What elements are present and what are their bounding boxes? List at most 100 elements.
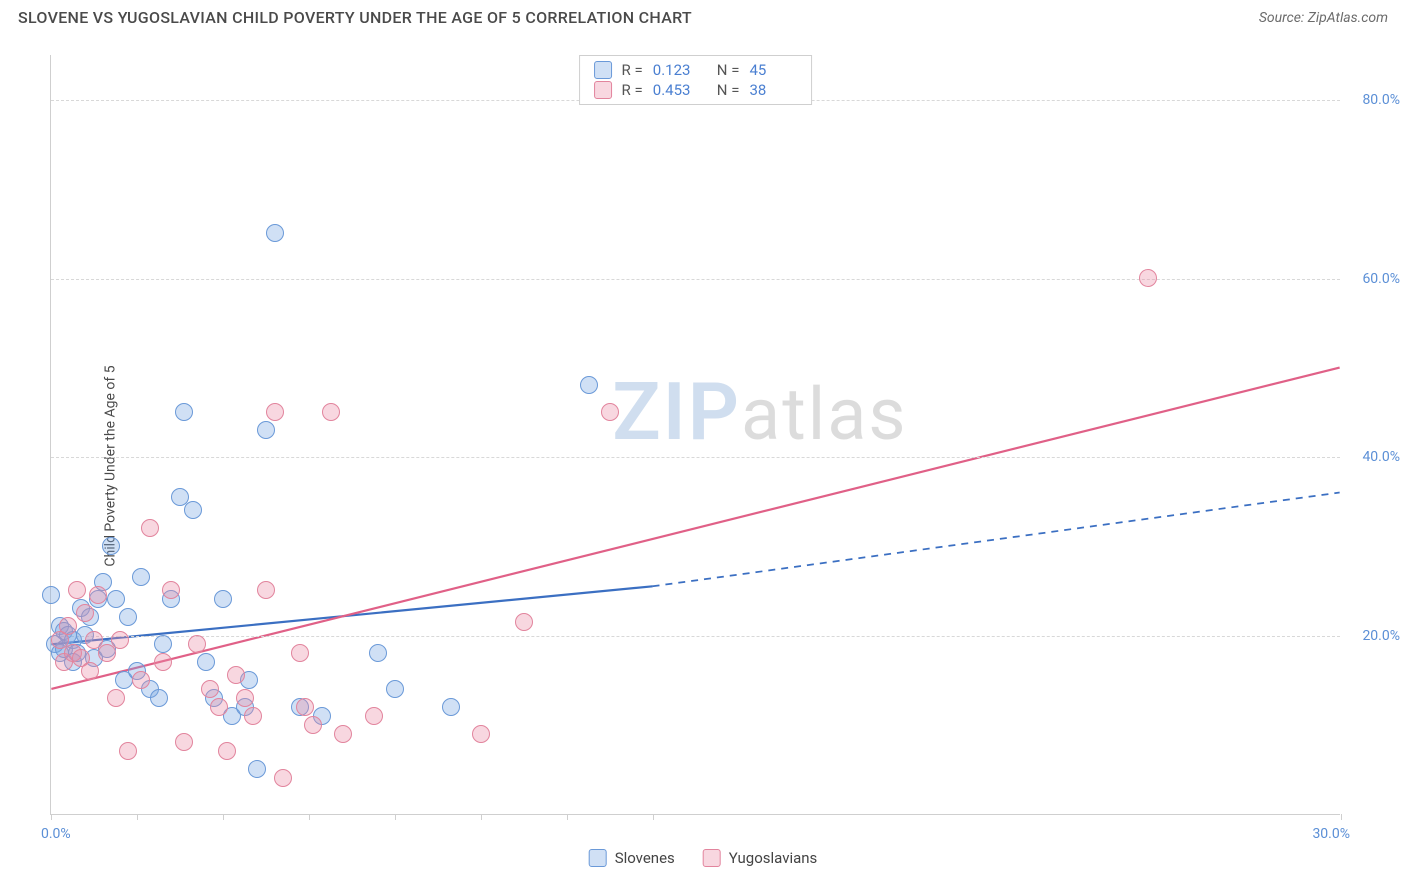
scatter-point — [274, 769, 292, 787]
scatter-point — [322, 403, 340, 421]
source-label: Source: — [1259, 10, 1308, 26]
scatter-point — [369, 644, 387, 662]
n-value-slovenes: 45 — [749, 61, 797, 79]
stats-row-slovenes: R = 0.123 N = 45 — [594, 60, 798, 80]
chart-title: SLOVENE VS YUGOSLAVIAN CHILD POVERTY UND… — [18, 8, 692, 27]
x-tick — [223, 814, 224, 820]
scatter-point — [111, 631, 129, 649]
series-legend: Slovenes Yugoslavians — [589, 849, 818, 867]
scatter-point — [244, 707, 262, 725]
gridline — [51, 457, 1340, 458]
scatter-point — [304, 716, 322, 734]
gridline — [51, 636, 1340, 637]
scatter-point — [266, 224, 284, 242]
n-label: N — [717, 81, 728, 99]
eq-sign: = — [635, 81, 643, 99]
eq-sign: = — [731, 81, 739, 99]
x-tick — [51, 814, 52, 820]
eq-sign: = — [635, 61, 643, 79]
y-tick-label: 20.0% — [1345, 628, 1400, 644]
chart-container: Child Poverty Under the Age of 5 R = 0.1… — [0, 40, 1406, 892]
scatter-point — [248, 760, 266, 778]
scatter-point — [107, 689, 125, 707]
source-name: ZipAtlas.com — [1308, 10, 1388, 26]
scatter-point — [175, 403, 193, 421]
scatter-point — [227, 666, 245, 684]
scatter-point — [210, 698, 228, 716]
chart-header: SLOVENE VS YUGOSLAVIAN CHILD POVERTY UND… — [0, 0, 1406, 33]
plot-area: R = 0.123 N = 45 R = 0.453 N = 38 ZIPatl… — [50, 55, 1340, 815]
y-tick-label: 40.0% — [1345, 449, 1400, 465]
scatter-point — [580, 376, 598, 394]
legend-item-yugoslavians: Yugoslavians — [703, 849, 818, 867]
scatter-point — [119, 742, 137, 760]
scatter-point — [59, 617, 77, 635]
scatter-point — [472, 725, 490, 743]
scatter-point — [197, 653, 215, 671]
scatter-point — [102, 537, 120, 555]
x-tick — [481, 814, 482, 820]
n-value-yugoslavians: 38 — [749, 81, 797, 99]
legend-label-yugoslavians: Yugoslavians — [729, 849, 818, 867]
scatter-point — [188, 635, 206, 653]
trend-line — [51, 368, 1339, 689]
x-tick — [395, 814, 396, 820]
scatter-point — [515, 613, 533, 631]
r-label: R — [622, 61, 631, 79]
scatter-point — [201, 680, 219, 698]
swatch-yugoslavians — [594, 81, 612, 99]
scatter-point — [141, 519, 159, 537]
scatter-point — [218, 742, 236, 760]
scatter-point — [89, 586, 107, 604]
scatter-point — [81, 662, 99, 680]
x-tick — [1341, 814, 1342, 820]
stats-row-yugoslavians: R = 0.453 N = 38 — [594, 80, 798, 100]
source-attribution: Source: ZipAtlas.com — [1259, 10, 1388, 26]
scatter-point — [214, 590, 232, 608]
r-label: R — [622, 81, 631, 99]
scatter-point — [266, 403, 284, 421]
scatter-point — [107, 590, 125, 608]
scatter-point — [98, 644, 116, 662]
r-value-yugoslavians: 0.453 — [653, 81, 701, 99]
scatter-point — [257, 421, 275, 439]
scatter-point — [162, 581, 180, 599]
scatter-point — [291, 644, 309, 662]
scatter-point — [76, 604, 94, 622]
scatter-point — [442, 698, 460, 716]
x-tick — [653, 814, 654, 820]
eq-sign: = — [731, 61, 739, 79]
scatter-point — [386, 680, 404, 698]
x-axis-max-label: 30.0% — [1312, 826, 1350, 842]
scatter-point — [236, 689, 254, 707]
y-tick-label: 80.0% — [1345, 92, 1400, 108]
y-tick-label: 60.0% — [1345, 271, 1400, 287]
scatter-point — [184, 501, 202, 519]
scatter-point — [296, 698, 314, 716]
scatter-point — [601, 403, 619, 421]
trend-line-extrapolated — [653, 493, 1340, 587]
scatter-point — [154, 635, 172, 653]
scatter-point — [132, 568, 150, 586]
scatter-point — [257, 581, 275, 599]
legend-swatch-yugoslavians — [703, 849, 721, 867]
scatter-point — [132, 671, 150, 689]
swatch-slovenes — [594, 61, 612, 79]
r-value-slovenes: 0.123 — [653, 61, 701, 79]
scatter-point — [175, 733, 193, 751]
scatter-point — [150, 689, 168, 707]
scatter-point — [1139, 269, 1157, 287]
legend-swatch-slovenes — [589, 849, 607, 867]
scatter-point — [119, 608, 137, 626]
scatter-point — [365, 707, 383, 725]
scatter-point — [42, 586, 60, 604]
x-tick — [567, 814, 568, 820]
n-label: N — [717, 61, 728, 79]
legend-label-slovenes: Slovenes — [615, 849, 675, 867]
x-axis-min-label: 0.0% — [41, 826, 71, 842]
scatter-point — [334, 725, 352, 743]
stats-legend: R = 0.123 N = 45 R = 0.453 N = 38 — [579, 55, 813, 105]
scatter-point — [68, 581, 86, 599]
scatter-point — [154, 653, 172, 671]
legend-item-slovenes: Slovenes — [589, 849, 675, 867]
